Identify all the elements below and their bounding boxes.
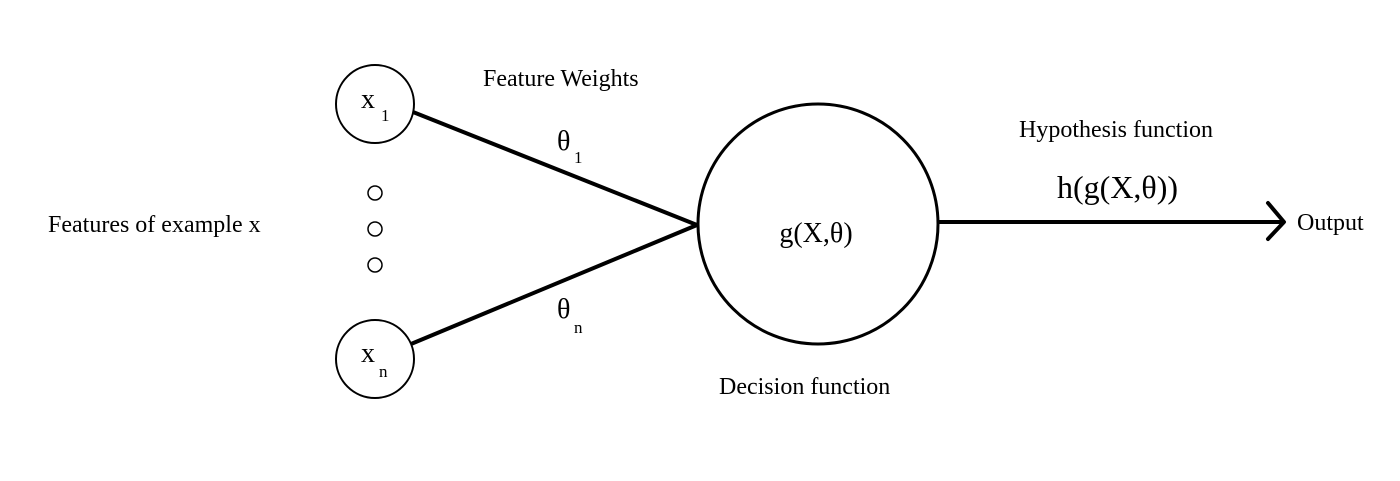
edge-x1-to-decision — [413, 112, 697, 225]
decision-function-label: Decision function — [719, 374, 890, 400]
input-node-xn: x n — [336, 320, 414, 398]
weight-theta-n-subscript: n — [574, 318, 583, 337]
feature-weights-label: Feature Weights — [483, 66, 639, 92]
hypothesis-expression: h(g(X,θ)) — [1057, 169, 1178, 205]
decision-node: g(X,θ) — [698, 104, 938, 344]
input-node-xn-label: x — [361, 338, 375, 369]
ellipsis-dot-1 — [368, 186, 382, 200]
weight-theta-n: θ — [557, 294, 570, 325]
weight-theta-1: θ — [557, 126, 570, 157]
weight-theta-1-subscript: 1 — [574, 148, 583, 167]
hypothesis-function-label: Hypothesis function — [1019, 117, 1213, 143]
ellipsis-dot-2 — [368, 222, 382, 236]
output-arrow — [938, 203, 1284, 239]
input-node-xn-subscript: n — [379, 362, 388, 381]
ellipsis-dot-3 — [368, 258, 382, 272]
output-label: Output — [1297, 210, 1364, 236]
input-node-x1: x 1 — [336, 65, 414, 143]
edge-xn-to-decision — [411, 225, 697, 344]
input-node-x1-label: x — [361, 84, 375, 115]
input-node-x1-subscript: 1 — [381, 106, 390, 125]
features-of-example-label: Features of example x — [48, 212, 261, 238]
decision-node-label: g(X,θ) — [779, 218, 852, 249]
